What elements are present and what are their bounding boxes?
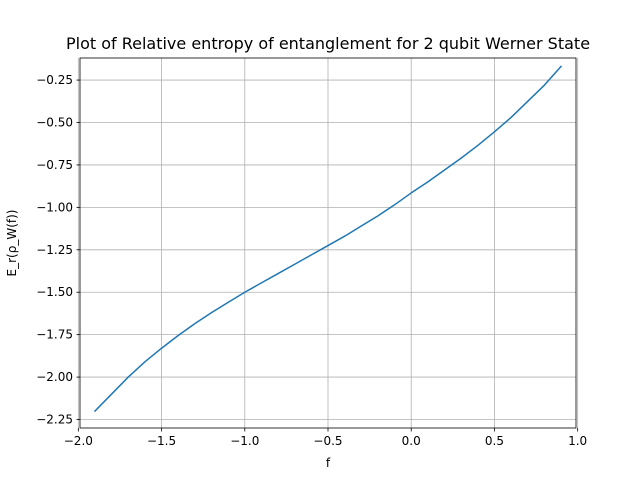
chart-title: Plot of Relative entropy of entanglement…: [66, 34, 590, 53]
x-tick-label: 1.0: [568, 434, 587, 448]
y-tick-label: −1.50: [36, 285, 73, 299]
y-tick-label: −0.50: [36, 115, 73, 129]
x-tick-label: −1.0: [230, 434, 259, 448]
y-axis-label: E_r(ρ_W(f)): [5, 210, 19, 277]
x-tick-label: 0.5: [485, 434, 504, 448]
y-tick-label: −0.75: [36, 158, 73, 172]
y-tick-label: −0.25: [36, 73, 73, 87]
axis-ticks: −2.0 −1.5 −1.0 −0.5 0.0 0.5 1.0 −2.25 −2.00 −1.75…: [36, 73, 587, 448]
series-line: [93, 65, 563, 413]
x-tick-label: −0.5: [313, 434, 342, 448]
x-tick-label: −2.0: [64, 434, 93, 448]
x-tick-label: −1.5: [147, 434, 176, 448]
y-tick-label: −2.00: [36, 370, 73, 384]
series-layer: [93, 65, 563, 413]
y-tick-label: −1.25: [36, 243, 73, 257]
x-axis-label: f: [326, 456, 331, 470]
y-tick-label: −1.00: [36, 200, 73, 214]
y-tick-label: −2.25: [36, 413, 73, 427]
x-tick-label: 0.0: [402, 434, 421, 448]
y-tick-label: −1.75: [36, 328, 73, 342]
grid-lines: [77, 58, 579, 428]
